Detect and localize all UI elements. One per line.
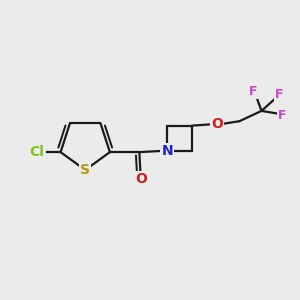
Text: F: F <box>275 88 284 101</box>
Text: S: S <box>80 163 90 177</box>
Text: O: O <box>135 172 147 186</box>
Text: F: F <box>278 109 286 122</box>
Text: N: N <box>161 144 173 158</box>
Text: O: O <box>212 117 223 131</box>
Text: Cl: Cl <box>30 145 44 159</box>
Text: F: F <box>248 85 257 98</box>
